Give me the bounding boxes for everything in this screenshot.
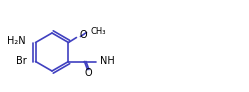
- Text: Br: Br: [16, 56, 27, 67]
- Text: NH: NH: [100, 56, 115, 67]
- Text: O: O: [80, 30, 87, 39]
- Text: H₂N: H₂N: [7, 37, 26, 46]
- Text: O: O: [85, 68, 92, 77]
- Text: CH₃: CH₃: [90, 27, 106, 36]
